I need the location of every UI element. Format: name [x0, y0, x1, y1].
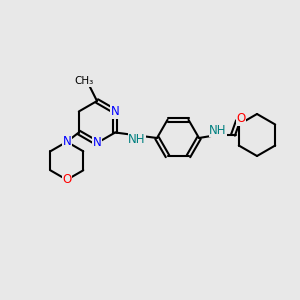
Text: CH₃: CH₃ [74, 76, 94, 86]
Text: N: N [111, 105, 120, 118]
Text: N: N [93, 136, 101, 149]
Text: NH: NH [128, 133, 146, 146]
Text: N: N [62, 135, 71, 148]
Text: O: O [62, 173, 71, 186]
Text: NH: NH [209, 124, 227, 136]
Text: O: O [236, 112, 246, 125]
